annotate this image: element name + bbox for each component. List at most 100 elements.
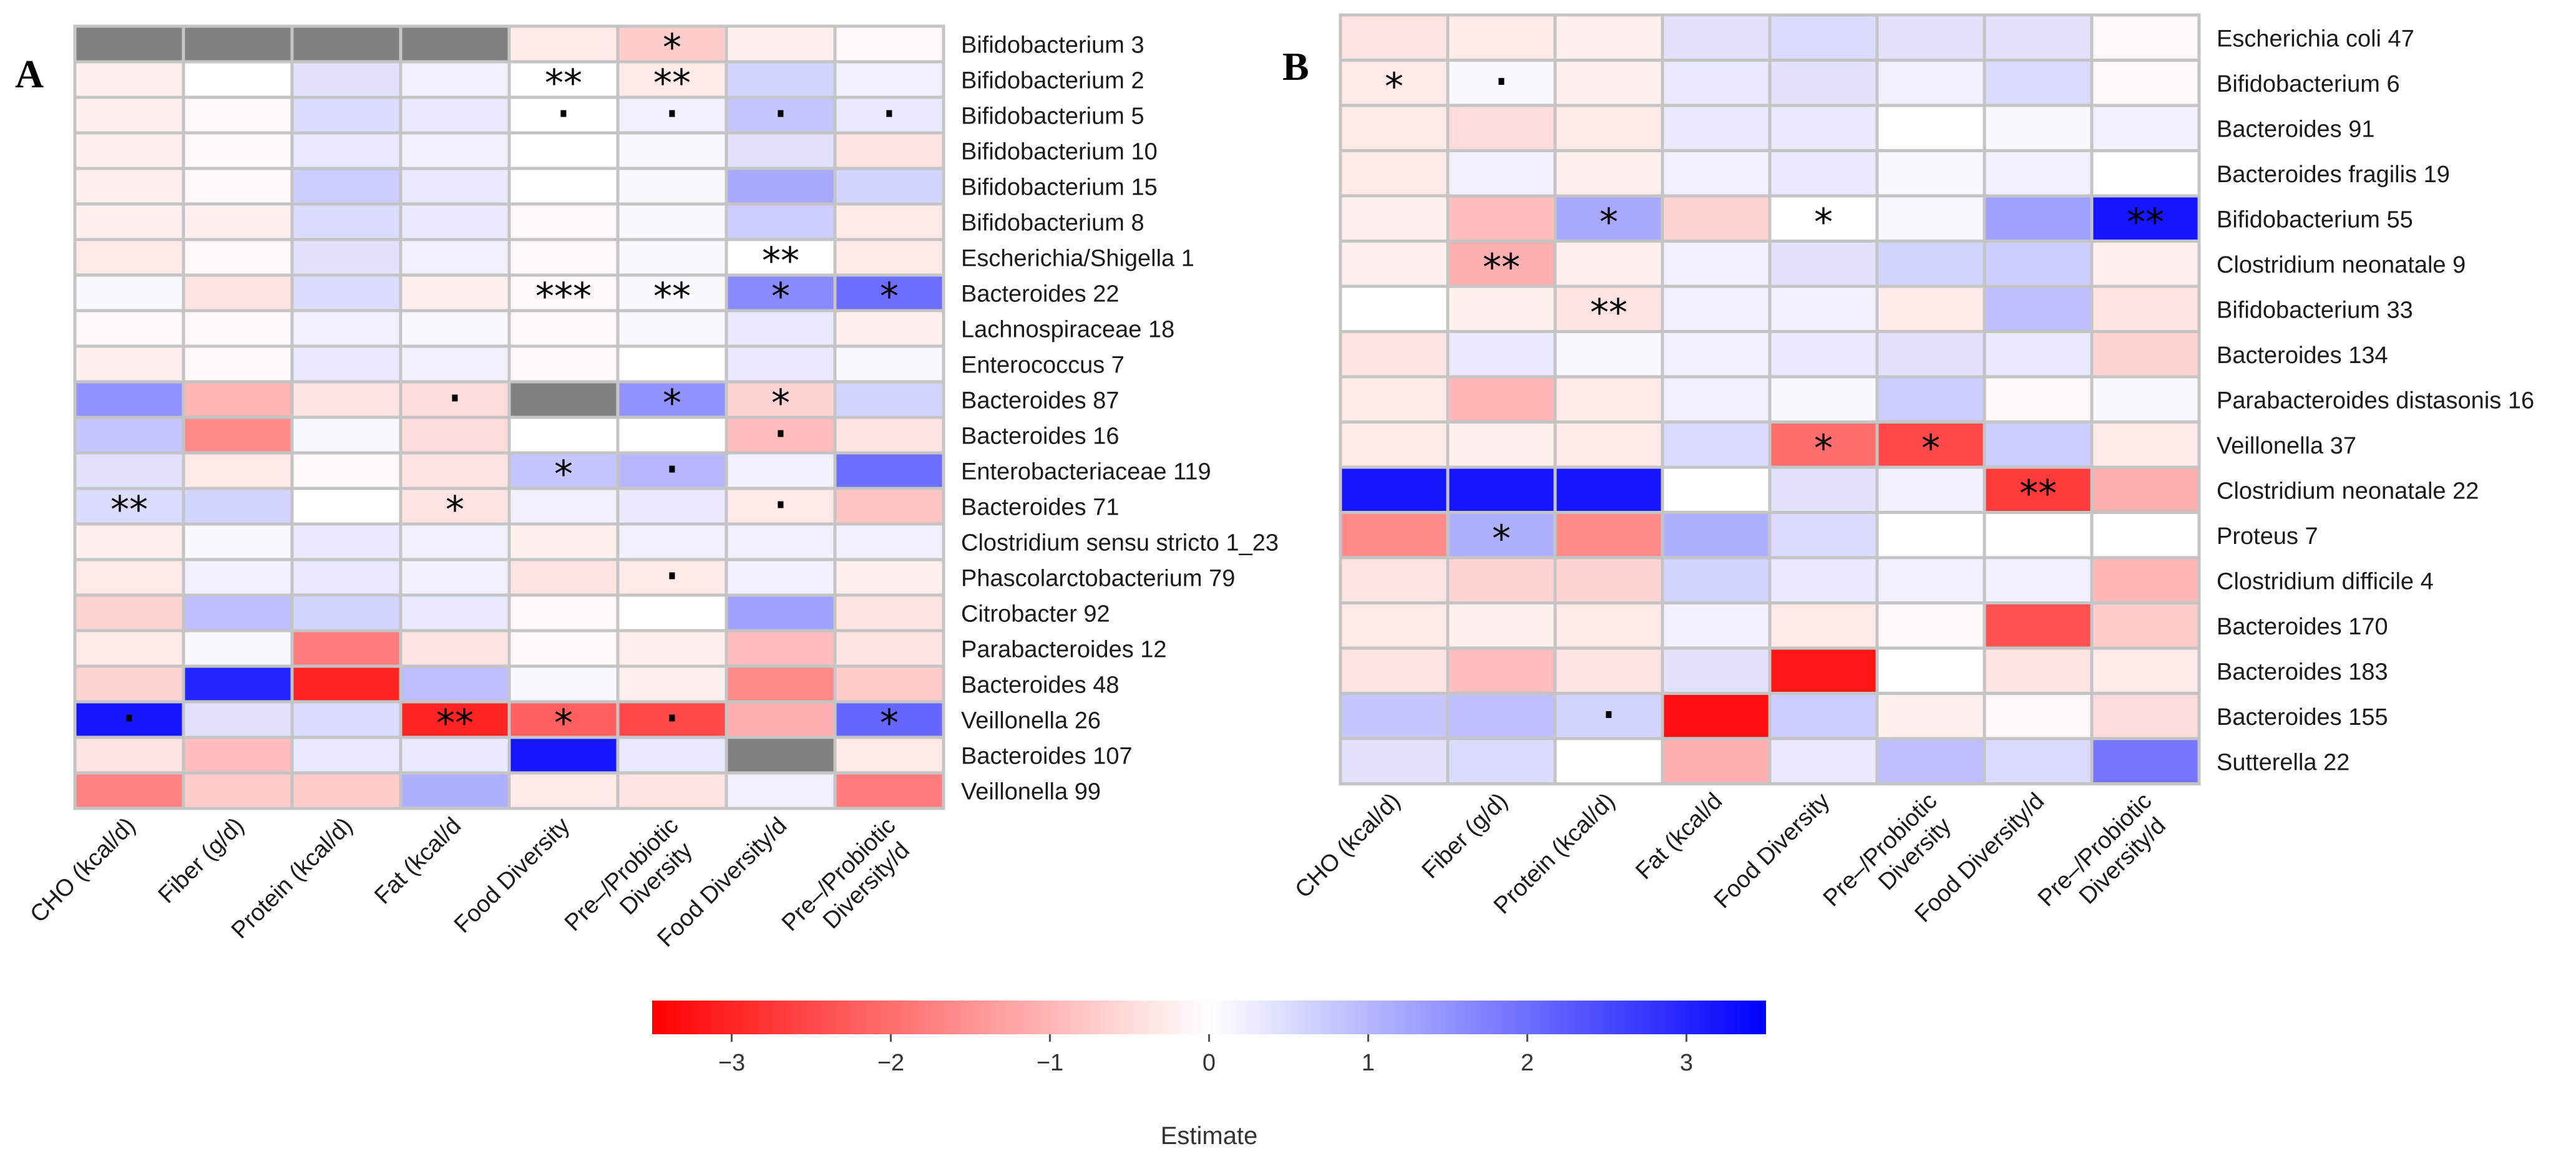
row-label: Escherichia/Shigella 1 [961,246,1194,272]
heatmap-cell [724,167,837,206]
heatmap-cell [507,735,620,775]
heatmap-cell [399,95,511,135]
heatmap-cell [1875,737,1986,785]
heatmap-cell [399,238,511,277]
heatmap-cell [833,309,945,348]
heatmap-cell [182,522,294,561]
heatmap-cell [73,593,185,633]
column-label: Pre–/ProbioticDiversity/d [777,813,920,956]
heatmap-cell [399,131,511,170]
heatmap-cell [1661,511,1772,560]
heatmap-cell [290,415,402,455]
heatmap-cell [290,167,402,206]
heatmap-cell [290,664,402,704]
heatmap-cell [73,735,185,775]
row-label: Enterobacteriaceae 119 [961,459,1211,485]
heatmap-cell [833,167,945,206]
heatmap-cell [1553,375,1664,424]
heatmap-cell [290,558,402,597]
heatmap-cell [1768,511,1879,560]
heatmap-cell [290,771,402,810]
heatmap-cell [1553,13,1664,62]
heatmap-cell [2090,375,2201,424]
heatmap-cell [1446,13,1557,62]
heatmap-cell [724,273,837,313]
heatmap-cell [1661,420,1772,469]
row-label: Bifidobacterium 6 [2217,71,2400,97]
heatmap-cell [2090,284,2201,333]
heatmap-cell [1339,692,1450,740]
heatmap-cell [616,344,728,384]
heatmap-cell [1875,511,1986,560]
heatmap-cell [724,593,837,633]
heatmap-cell [1339,420,1450,469]
row-label: Bifidobacterium 15 [961,175,1158,201]
heatmap-cell [399,629,511,668]
heatmap-cell [1983,240,2094,288]
heatmap-cell [290,202,402,241]
heatmap-panel-a: A*** **· · · ·***** ** * *· * *·* ·** * ··· ** * · *Bifi… [15,24,1279,956]
heatmap-cell [1661,13,1772,62]
heatmap-cell [73,202,185,241]
heatmap-cell [833,202,945,241]
heatmap-cell [724,344,837,384]
significance-marker: · [1600,682,1617,747]
heatmap-cell [290,344,402,384]
heatmap-cell [507,522,620,561]
heatmap-cell [616,202,728,241]
heatmap-cell [73,629,185,668]
heatmap-cell [1983,601,2094,650]
legend-tick-label: 2 [1521,1050,1534,1076]
heatmap-cell [1553,149,1664,198]
heatmap-cell [73,451,185,490]
row-label: Clostridium sensu stricto 1_23 [961,530,1279,556]
heatmap-cell [1339,194,1450,243]
heatmap-cell [507,558,620,597]
row-label: Veillonella 37 [2217,433,2356,459]
heatmap-cell [507,664,620,704]
heatmap-cell [1983,13,2094,62]
heatmap-cell [616,735,728,775]
heatmap-cell [1768,375,1879,424]
heatmap-cell [2090,511,2201,560]
heatmap-cell [182,202,294,241]
heatmap-cell [182,451,294,490]
heatmap-cell [1875,149,1986,198]
heatmap-cell [1339,149,1450,198]
heatmap-cell [724,309,837,348]
heatmap-cell [724,629,837,668]
row-label: Escherichia coli 47 [2217,26,2414,52]
heatmap-cell [1875,330,1986,379]
heatmap-cell [833,664,945,704]
heatmap-cell [1446,375,1557,424]
row-label: Clostridium neonatale 9 [2217,252,2466,278]
heatmap-cell [1339,240,1450,288]
heatmap-cell [507,24,620,64]
heatmap-cell [507,344,620,384]
heatmap-cell [399,451,511,490]
heatmap-cell [2090,59,2201,107]
heatmap-cell [2090,465,2201,514]
heatmap-cell [724,664,837,704]
heatmap-cell [1553,556,1664,604]
significance-marker: ** [1483,246,1520,289]
heatmap-cell [1983,375,2094,424]
heatmap-cell [1875,240,1986,288]
heatmap-cell [1983,511,2094,560]
heatmap-cell [73,60,185,99]
heatmap-cell [1446,511,1557,560]
row-label: Parabacteroides distasonis 16 [2217,387,2534,414]
heatmap-cell [2090,240,2201,288]
heatmap-cell [290,60,402,99]
heatmap-cell [1983,284,2094,333]
heatmap-cell [1553,646,1664,695]
heatmap-cell [724,202,837,241]
heatmap-cell [507,487,620,526]
heatmap-cell [1983,692,2094,740]
heatmap-cell [290,380,402,419]
heatmap-cell [1768,330,1879,379]
heatmap-cell [290,309,402,348]
heatmap-cell [507,167,620,206]
significance-marker: * [1921,427,1940,470]
heatmap-cell [182,60,294,99]
